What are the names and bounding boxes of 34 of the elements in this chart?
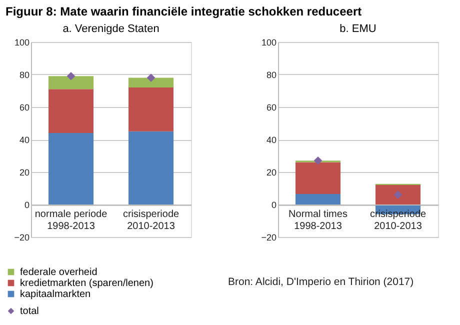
y-tick-label: 80 xyxy=(19,70,30,80)
bar xyxy=(48,76,94,90)
y-tick-label: 0 xyxy=(24,200,30,210)
y-tick-label: 40 xyxy=(19,135,30,145)
bar xyxy=(128,131,174,204)
y-tick-label: −20 xyxy=(14,232,30,242)
text: Bron: Alcidi, D'Imperio en Thirion (2017) xyxy=(228,276,414,288)
text: Figuur 8: Mate waarin financiële integratie schokken reduceert xyxy=(6,4,362,18)
bar xyxy=(376,185,420,204)
bar xyxy=(48,133,94,204)
y-tick-label: 0 xyxy=(271,200,276,210)
legend-label: kredietmarkten (sparen/lenen) xyxy=(20,278,154,289)
legend-label: federale overheid xyxy=(20,267,98,278)
bar xyxy=(296,162,340,194)
y-tick-label: 40 xyxy=(266,135,276,145)
y-tick-label: 80 xyxy=(266,70,276,80)
bar xyxy=(48,89,94,133)
y-tick-label: 60 xyxy=(266,102,276,112)
x-tick-label: normale periode 1998-2013 xyxy=(34,209,108,232)
legend-label: total xyxy=(20,306,39,317)
chart-title: b. EMU xyxy=(340,23,376,35)
y-tick-label: 20 xyxy=(19,168,30,178)
y-tick-label: 100 xyxy=(261,38,276,48)
x-tick-label: Normal times 1998-2013 xyxy=(288,209,348,232)
bar xyxy=(128,88,174,132)
x-tick-label: crisisperiode 2010-2013 xyxy=(122,209,180,232)
y-tick-label: 20 xyxy=(266,168,276,178)
bar xyxy=(296,194,340,204)
y-tick-label: 60 xyxy=(19,102,30,112)
bar xyxy=(128,78,174,88)
legend-label: kapitaalmarkten xyxy=(20,289,91,300)
y-tick-label: −20 xyxy=(261,232,276,242)
chart-title: a. Verenigde Staten xyxy=(62,23,160,35)
y-tick-label: 100 xyxy=(14,38,30,48)
